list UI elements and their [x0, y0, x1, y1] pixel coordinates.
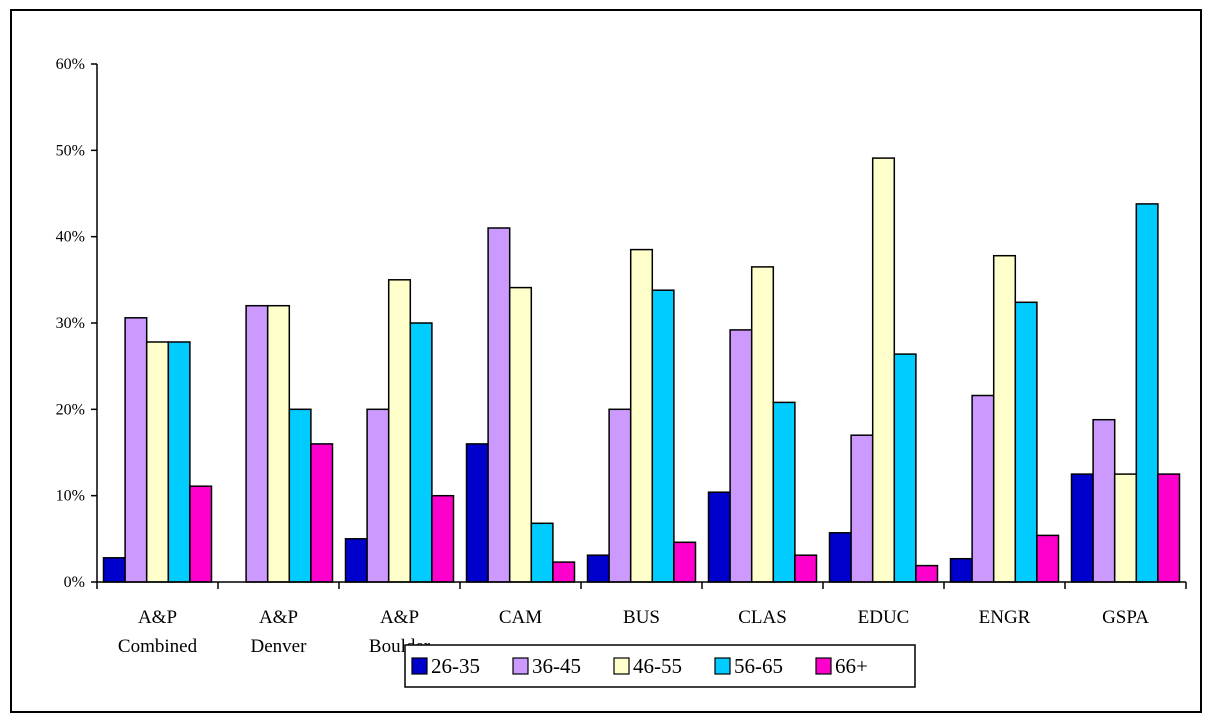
- bar-66+-1: [310, 443, 334, 583]
- bar-46-55-0: [145, 341, 170, 583]
- bar-46-55-4: [629, 248, 654, 583]
- bar-56-65-7: [1014, 301, 1038, 583]
- bar-36-45-0: [124, 317, 148, 583]
- y-tick-label: 30%: [56, 315, 85, 332]
- bar-56-65-1: [288, 408, 312, 583]
- bar-26-35-4: [586, 554, 610, 583]
- bar-66+-6: [915, 564, 939, 583]
- bar-46-55-1: [266, 304, 291, 583]
- x-category-label: A&P Combined: [118, 607, 198, 657]
- y-tick-label: 10%: [56, 488, 85, 505]
- bar-36-45-3: [487, 227, 511, 583]
- x-category-label: CLAS: [738, 607, 787, 628]
- bar-36-45-7: [971, 394, 995, 583]
- x-category-label: CAM: [499, 607, 542, 628]
- x-category-label: GSPA: [1102, 607, 1149, 628]
- bar-36-45-8: [1092, 418, 1116, 583]
- y-tick-label: 20%: [56, 401, 85, 418]
- y-tick-label: 0%: [64, 574, 85, 591]
- bar-46-55-2: [387, 279, 412, 583]
- y-tick-label: 40%: [56, 229, 85, 246]
- bar-56-65-6: [893, 353, 917, 583]
- bar-66+-5: [794, 554, 818, 583]
- bar-26-35-7: [949, 557, 973, 583]
- bar-56-65-8: [1135, 203, 1159, 583]
- legend-label-56-65: 56-65: [734, 654, 783, 678]
- bar-46-55-7: [992, 254, 1017, 583]
- bar-66+-8: [1157, 473, 1181, 583]
- bar-66+-3: [552, 561, 576, 583]
- bar-46-55-6: [871, 157, 896, 583]
- x-category-label: EDUC: [858, 607, 910, 628]
- bar-56-65-2: [409, 322, 433, 583]
- bar-46-55-5: [750, 266, 775, 583]
- bar-36-45-6: [850, 434, 874, 583]
- legend: 26-35 36-45 46-55 56-65 66+: [404, 644, 916, 688]
- bar-36-45-4: [608, 408, 632, 583]
- x-category-label: ENGR: [979, 607, 1031, 628]
- legend-label-66+: 66+: [835, 654, 868, 678]
- legend-label-26-35: 26-35: [431, 654, 480, 678]
- y-ticks-group: 0% 10% 20% 30% 40% 50% 60%: [56, 56, 97, 591]
- bar-66+-2: [431, 494, 455, 583]
- bar-66+-0: [189, 485, 213, 583]
- x-category-label: BUS: [623, 607, 660, 628]
- y-tick-label: 50%: [56, 142, 85, 159]
- bar-56-65-0: [167, 341, 191, 583]
- bars-group: [102, 157, 1181, 583]
- bar-26-35-8: [1070, 473, 1094, 583]
- legend-swatch-66+: [815, 657, 832, 675]
- y-tick-label: 60%: [56, 56, 85, 73]
- legend-swatch-56-65: [714, 657, 731, 675]
- bar-26-35-2: [344, 538, 368, 583]
- bar-66+-4: [673, 541, 697, 583]
- bar-56-65-5: [772, 401, 796, 583]
- bar-26-35-6: [828, 532, 852, 583]
- bar-36-45-5: [729, 329, 753, 583]
- bar-36-45-2: [366, 408, 390, 583]
- bar-56-65-3: [530, 522, 554, 583]
- bar-26-35-0: [102, 557, 126, 583]
- legend-label-36-45: 36-45: [532, 654, 581, 678]
- bar-46-55-8: [1113, 473, 1138, 583]
- bar-26-35-5: [707, 491, 731, 583]
- bar-46-55-3: [508, 286, 533, 583]
- legend-label-46-55: 46-55: [633, 654, 682, 678]
- legend-swatch-26-35: [411, 657, 428, 675]
- bar-26-35-3: [465, 443, 489, 583]
- legend-swatch-46-55: [613, 657, 630, 675]
- legend-swatch-36-45: [512, 657, 529, 675]
- x-category-label: A&P Denver: [251, 607, 308, 657]
- bar-56-65-4: [651, 289, 675, 583]
- bar-36-45-1: [245, 304, 269, 583]
- bar-66+-7: [1036, 534, 1060, 583]
